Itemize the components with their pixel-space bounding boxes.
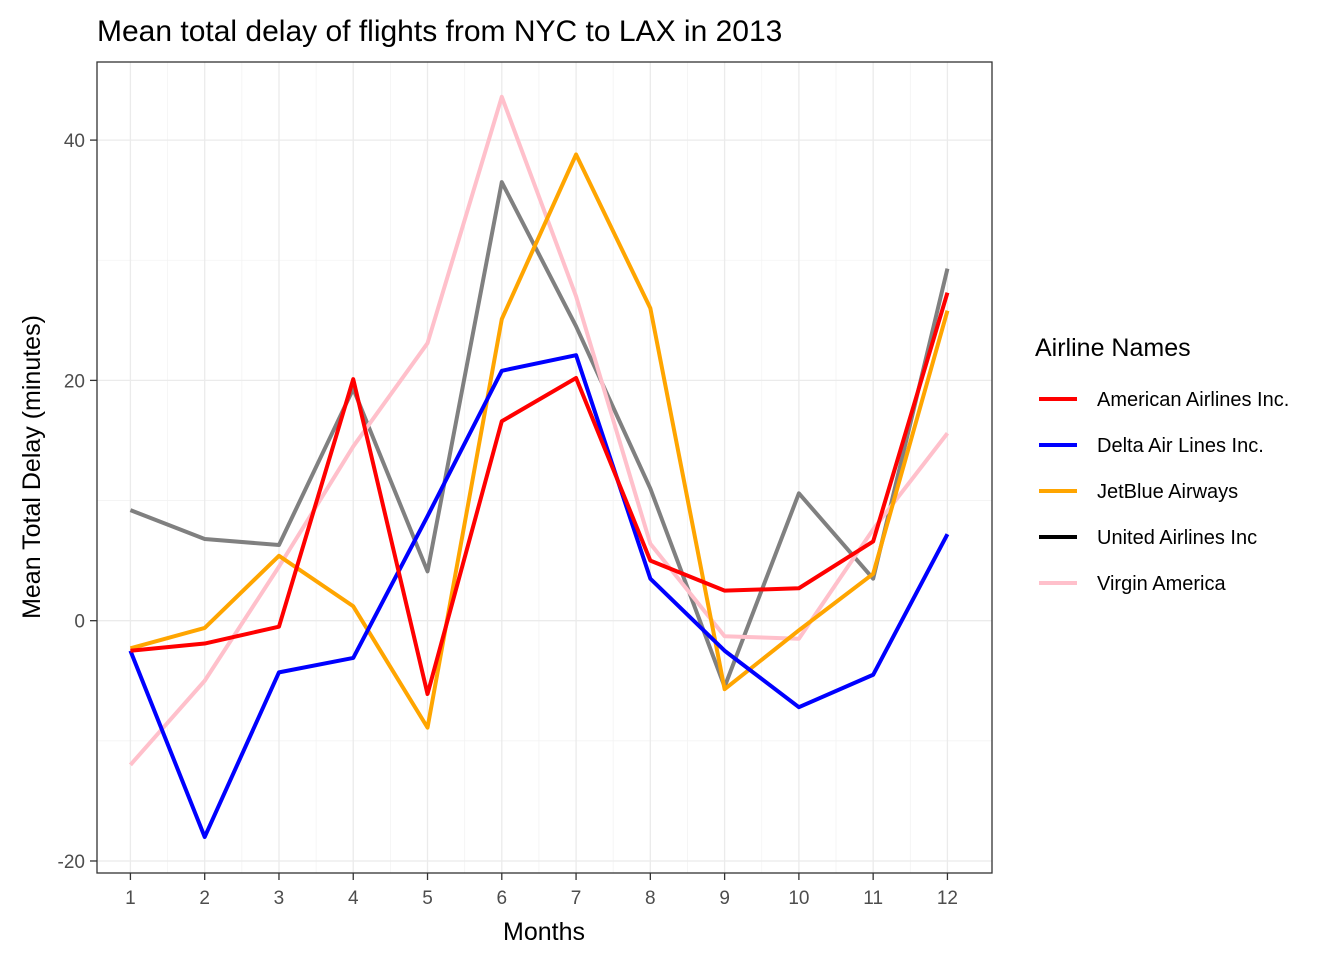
- x-tick-label: 5: [422, 888, 433, 909]
- chart-title: Mean total delay of flights from NYC to …: [97, 15, 782, 48]
- x-tick-label: 8: [645, 888, 656, 909]
- legend-label: American Airlines Inc.: [1097, 389, 1289, 411]
- x-tick-label: 11: [863, 888, 883, 909]
- x-tick-label: 1: [125, 888, 136, 909]
- legend-item-delta-air-lines-inc: Delta Air Lines Inc.: [1039, 435, 1264, 457]
- legend-label: United Airlines Inc: [1097, 527, 1257, 549]
- x-tick-label: 4: [348, 888, 359, 909]
- y-tick-label: 40: [64, 131, 85, 152]
- legend-label: Delta Air Lines Inc.: [1097, 435, 1264, 457]
- y-tick-label: 0: [74, 612, 85, 633]
- y-axis: -20 0 20 40: [58, 131, 97, 873]
- plot-panel-border: [96, 61, 993, 874]
- x-tick-label: 9: [719, 888, 730, 909]
- legend-label: JetBlue Airways: [1097, 481, 1238, 503]
- legend-title: Airline Names: [1035, 334, 1191, 362]
- y-axis-title: Mean Total Delay (minutes): [18, 315, 46, 619]
- series-line-delta-air-lines-inc: [128, 353, 950, 839]
- legend-item-jetblue-airways: JetBlue Airways: [1039, 481, 1238, 503]
- y-tick-label: -20: [58, 852, 85, 873]
- x-tick-label: 10: [788, 888, 809, 909]
- legend: Airline Names American Airlines Inc. Delt…: [1035, 334, 1289, 595]
- legend-item-united-airlines-inc: United Airlines Inc: [1039, 527, 1257, 549]
- series-line-american-airlines-inc: [130, 292, 950, 696]
- x-tick-label: 7: [571, 888, 582, 909]
- legend-label: Virgin America: [1097, 573, 1226, 595]
- series-line-united-airlines-inc: [129, 180, 950, 689]
- series-line-jetblue-airways: [129, 152, 950, 730]
- x-axis-title: Months: [503, 918, 585, 946]
- x-tick-label: 12: [937, 888, 958, 909]
- x-tick-label: 3: [274, 888, 285, 909]
- x-axis: 1 2 3 4 5 6 7 8 9 10 11 12: [125, 873, 958, 909]
- series-lines: [128, 94, 950, 839]
- grid: [97, 62, 992, 873]
- legend-item-american-airlines-inc: American Airlines Inc.: [1039, 389, 1289, 411]
- x-tick-label: 2: [199, 888, 210, 909]
- legend-item-virgin-america: Virgin America: [1039, 573, 1226, 595]
- x-tick-label: 6: [497, 888, 508, 909]
- y-tick-label: 20: [64, 371, 85, 392]
